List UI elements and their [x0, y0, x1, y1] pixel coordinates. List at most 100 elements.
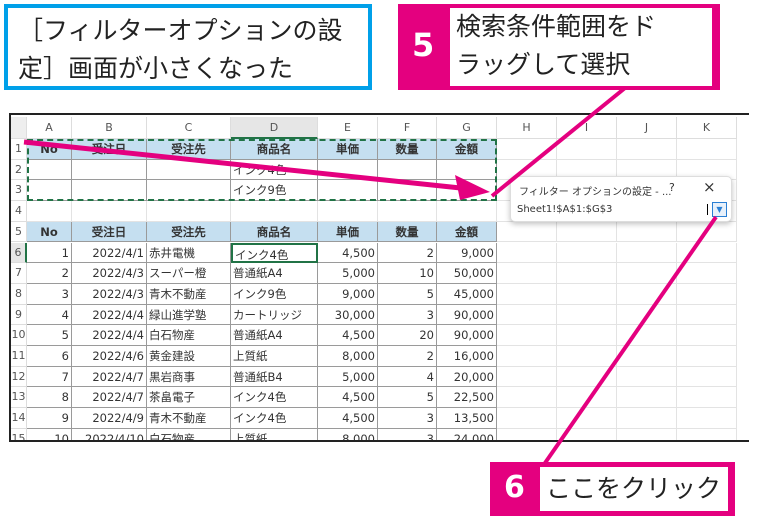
table-cell[interactable]: 2	[378, 346, 437, 367]
criteria-cell[interactable]	[147, 159, 231, 181]
cell[interactable]	[617, 325, 677, 346]
table-cell[interactable]: インク4色	[231, 408, 318, 429]
cell[interactable]	[677, 408, 737, 429]
table-cell[interactable]: 10	[378, 263, 437, 284]
table-header[interactable]: 数量	[378, 221, 437, 243]
column-header-E[interactable]: E	[318, 117, 378, 139]
table-header[interactable]: No	[27, 221, 72, 243]
table-cell[interactable]: 茶畠電子	[147, 387, 231, 409]
table-header[interactable]: 金額	[437, 221, 497, 243]
cell[interactable]	[557, 139, 617, 160]
table-cell[interactable]: 2022/4/10	[72, 428, 147, 440]
table-cell[interactable]: 4,500	[318, 408, 378, 429]
row-header[interactable]: 2	[11, 159, 27, 181]
cell[interactable]	[497, 283, 557, 305]
cell[interactable]	[437, 201, 497, 222]
cell[interactable]	[497, 304, 557, 326]
table-cell[interactable]: 6	[27, 346, 72, 367]
row-header[interactable]: 13	[11, 387, 27, 409]
row-header[interactable]: 3	[11, 180, 27, 202]
cell[interactable]	[677, 428, 737, 440]
column-header-A[interactable]: A	[27, 117, 72, 139]
cell[interactable]	[557, 346, 617, 367]
table-cell[interactable]: 緑山進学塾	[147, 304, 231, 326]
cell[interactable]	[27, 201, 72, 222]
cell[interactable]	[677, 346, 737, 367]
column-header-D[interactable]: D	[231, 117, 318, 139]
cell[interactable]	[617, 304, 677, 326]
table-cell[interactable]: 4,500	[318, 242, 378, 264]
cell[interactable]	[72, 201, 147, 222]
cell[interactable]	[231, 201, 318, 222]
table-cell[interactable]: 黒岩商事	[147, 366, 231, 388]
cell[interactable]	[617, 428, 677, 440]
cell[interactable]	[617, 366, 677, 388]
table-cell[interactable]: 2022/4/9	[72, 408, 147, 429]
table-cell[interactable]: 8,000	[318, 346, 378, 367]
cell[interactable]	[677, 283, 737, 305]
cell[interactable]	[557, 242, 617, 264]
cell[interactable]	[497, 346, 557, 367]
row-header[interactable]: 8	[11, 283, 27, 305]
table-cell[interactable]: 3	[378, 408, 437, 429]
cell[interactable]	[497, 387, 557, 409]
cell[interactable]	[677, 139, 737, 160]
cell[interactable]	[617, 387, 677, 409]
cell[interactable]	[557, 387, 617, 409]
table-cell[interactable]: 5,000	[318, 366, 378, 388]
expand-dialog-button[interactable]: ▼	[712, 202, 727, 217]
cell[interactable]	[378, 201, 437, 222]
criteria-header[interactable]: 商品名	[231, 139, 318, 160]
table-cell[interactable]: 4	[27, 304, 72, 326]
cell[interactable]	[497, 221, 557, 243]
table-cell[interactable]: 上質紙	[231, 428, 318, 440]
table-cell[interactable]: 5	[27, 325, 72, 346]
table-cell[interactable]: 20	[378, 325, 437, 346]
table-cell[interactable]: 8,000	[318, 428, 378, 440]
cell[interactable]	[497, 408, 557, 429]
column-header-B[interactable]: B	[72, 117, 147, 139]
table-cell[interactable]: 5,000	[318, 263, 378, 284]
row-header[interactable]: 10	[11, 325, 27, 346]
column-header-J[interactable]: J	[617, 117, 677, 139]
column-header-H[interactable]: H	[497, 117, 557, 139]
cell[interactable]	[497, 263, 557, 284]
table-cell[interactable]: 5	[378, 387, 437, 409]
cell[interactable]	[677, 304, 737, 326]
table-cell[interactable]: 13,500	[437, 408, 497, 429]
cell[interactable]	[497, 366, 557, 388]
column-header-K[interactable]: K	[677, 117, 737, 139]
criteria-cell[interactable]	[378, 159, 437, 181]
table-cell[interactable]: インク4色	[231, 242, 318, 264]
table-cell[interactable]: 4	[378, 366, 437, 388]
row-header[interactable]: 1	[11, 139, 27, 160]
table-cell[interactable]: 上質紙	[231, 346, 318, 367]
criteria-header[interactable]: 単価	[318, 139, 378, 160]
table-cell[interactable]: 2	[27, 263, 72, 284]
table-cell[interactable]: 7	[27, 366, 72, 388]
cell[interactable]	[617, 408, 677, 429]
cell[interactable]	[557, 408, 617, 429]
table-cell[interactable]: 3	[27, 283, 72, 305]
table-cell[interactable]: 2022/4/7	[72, 366, 147, 388]
cell[interactable]	[677, 242, 737, 264]
table-cell[interactable]: 2022/4/4	[72, 304, 147, 326]
table-cell[interactable]: 3	[378, 428, 437, 440]
cell[interactable]	[677, 366, 737, 388]
table-cell[interactable]: 9,000	[437, 242, 497, 264]
table-cell[interactable]: 青木不動産	[147, 283, 231, 305]
row-header[interactable]: 11	[11, 346, 27, 367]
cell[interactable]	[617, 139, 677, 160]
table-header[interactable]: 受注日	[72, 221, 147, 243]
row-header[interactable]: 15	[11, 428, 27, 440]
cell[interactable]	[617, 221, 677, 243]
cell[interactable]	[617, 283, 677, 305]
table-cell[interactable]: 普通紙A4	[231, 263, 318, 284]
column-header-G[interactable]: G	[437, 117, 497, 139]
table-header[interactable]: 商品名	[231, 221, 318, 243]
table-cell[interactable]: 2022/4/3	[72, 283, 147, 305]
cell[interactable]	[557, 283, 617, 305]
table-cell[interactable]: 30,000	[318, 304, 378, 326]
table-cell[interactable]: 4,500	[318, 325, 378, 346]
criteria-header[interactable]: 数量	[378, 139, 437, 160]
